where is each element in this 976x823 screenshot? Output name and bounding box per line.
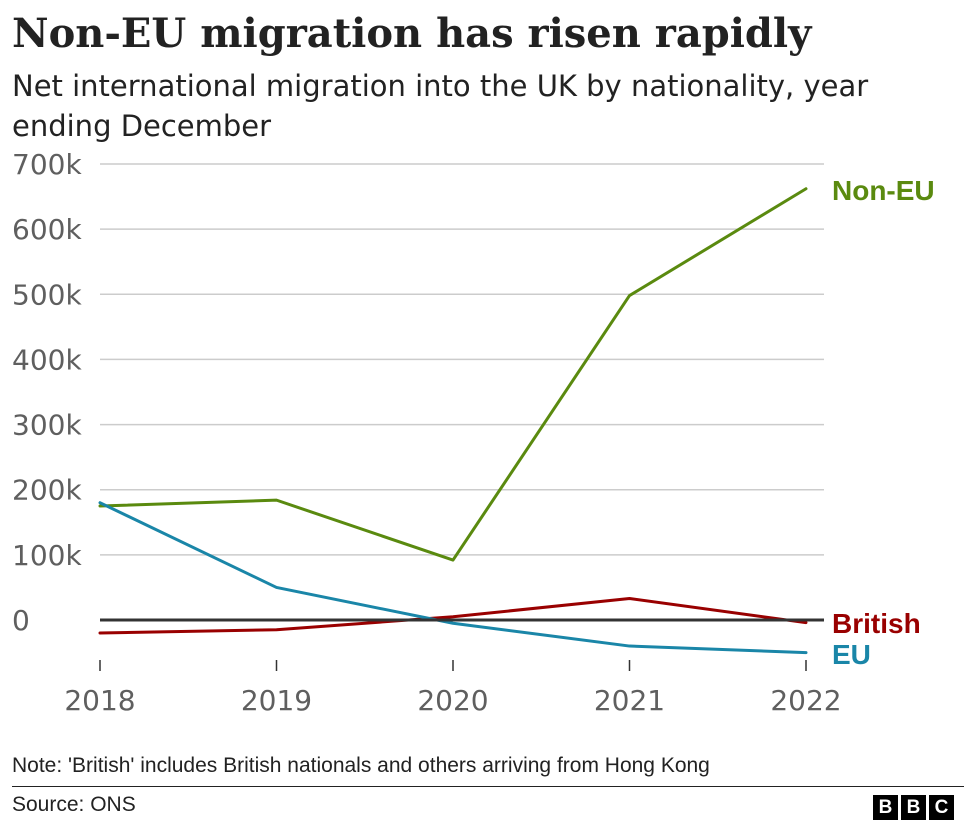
legend-label-eu: EU: [832, 639, 871, 670]
chart-source: Source: ONS: [12, 793, 136, 816]
y-tick-label: 100k: [12, 539, 82, 572]
y-tick-label: 200k: [12, 474, 82, 507]
bbc-logo-letter: C: [929, 795, 954, 820]
x-tick-label: 2020: [417, 684, 488, 717]
x-tick-label: 2018: [64, 684, 135, 717]
x-tick-label: 2022: [770, 684, 841, 717]
legend-label-british: British: [832, 608, 921, 639]
series-line-non-eu: [98, 187, 808, 562]
chart-subtitle: Net international migration into the UK …: [12, 69, 869, 143]
legend-label-non-eu: Non-EU: [832, 175, 935, 206]
series-line-eu: [98, 501, 808, 655]
footer-divider: [12, 786, 964, 787]
bbc-logo: B B C: [873, 795, 954, 820]
line-chart: 0 100k 200k 300k 400k 500k 600k 700k 2018 2019 202…: [12, 148, 935, 717]
bbc-logo-letter: B: [901, 795, 926, 820]
x-tick-label: 2021: [594, 684, 665, 717]
chart-note: Note: 'British' includes British nationa…: [12, 754, 710, 777]
y-tick-label: 700k: [12, 148, 82, 181]
chart-title: Non-EU migration has risen rapidly: [12, 10, 812, 57]
x-tick-label: 2019: [241, 684, 312, 717]
y-tick-label: 600k: [12, 213, 82, 246]
series-line-british: [98, 597, 808, 635]
bbc-logo-letter: B: [873, 795, 898, 820]
y-tick-label: 400k: [12, 343, 82, 376]
y-tick-label: 300k: [12, 409, 82, 442]
y-tick-label: 0: [12, 604, 30, 637]
y-tick-label: 500k: [12, 278, 82, 311]
